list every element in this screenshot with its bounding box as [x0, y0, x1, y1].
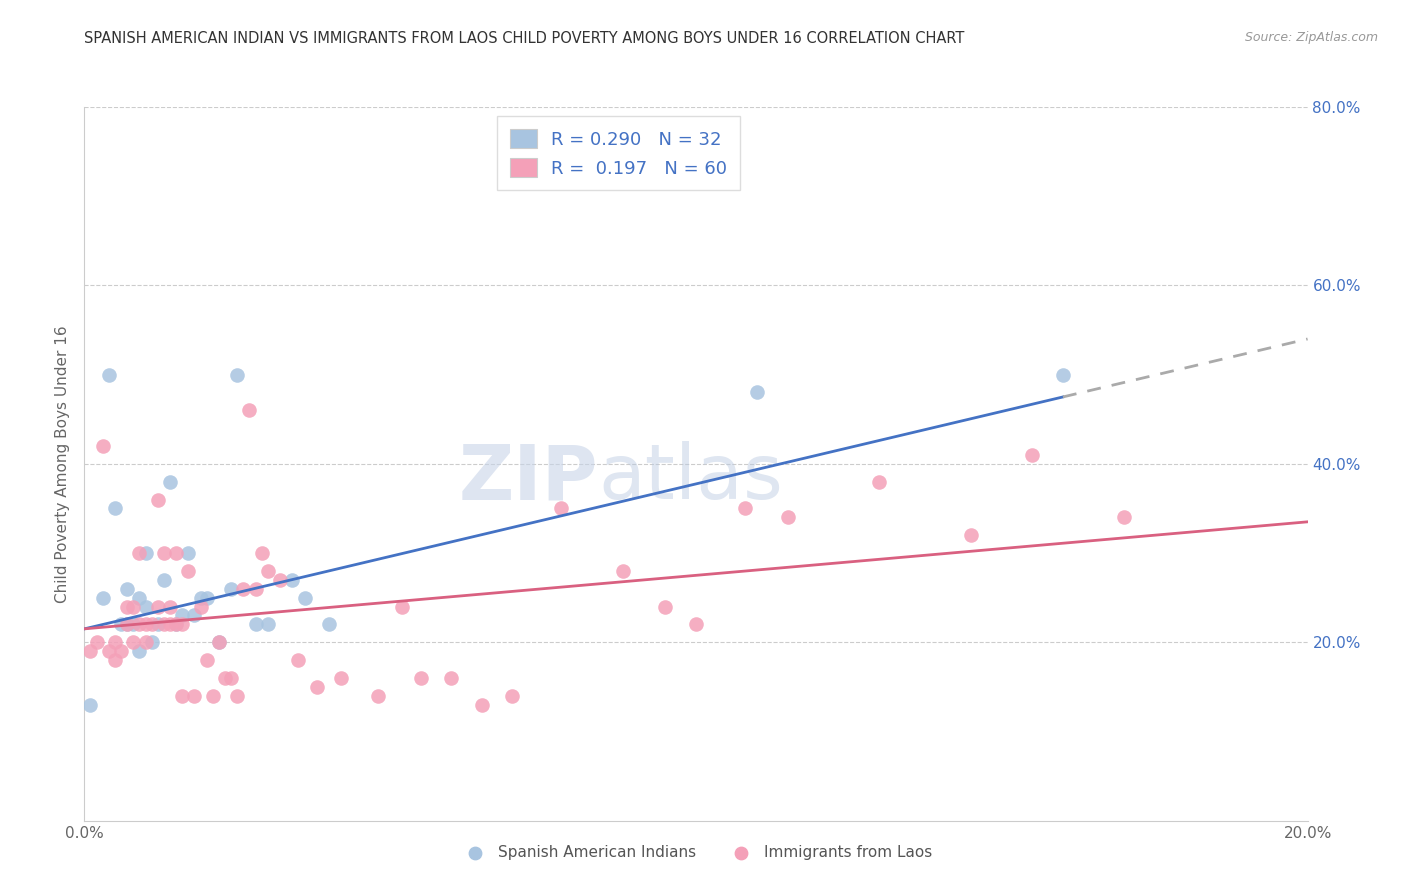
Point: [201, 689, 224, 703]
Point: [294, 591, 316, 605]
Point: [177, 564, 200, 578]
Text: SPANISH AMERICAN INDIAN VS IMMIGRANTS FROM LAOS CHILD POVERTY AMONG BOYS UNDER 1: SPANISH AMERICAN INDIAN VS IMMIGRANTS FR…: [84, 31, 965, 46]
Point: [128, 591, 150, 605]
Point: [159, 475, 181, 489]
Point: [1052, 368, 1074, 382]
Point: [159, 617, 181, 632]
Point: [141, 617, 163, 632]
Point: [208, 635, 231, 649]
Point: [122, 635, 145, 649]
Point: [685, 617, 707, 632]
Point: [440, 671, 463, 685]
Point: [172, 689, 194, 703]
Point: [135, 617, 157, 632]
Point: [550, 501, 572, 516]
Point: [97, 644, 120, 658]
Point: [183, 689, 205, 703]
Point: [115, 617, 138, 632]
Point: [190, 599, 212, 614]
Point: [245, 617, 267, 632]
Point: [409, 671, 432, 685]
Point: [612, 564, 634, 578]
Point: [146, 599, 169, 614]
Point: [79, 698, 101, 712]
Point: [195, 653, 218, 667]
Point: [110, 617, 132, 632]
Point: [195, 591, 218, 605]
Point: [502, 689, 524, 703]
Point: [79, 644, 101, 658]
Point: [219, 671, 242, 685]
Point: [226, 368, 249, 382]
Point: [141, 635, 163, 649]
Point: [214, 671, 236, 685]
Point: [128, 617, 150, 632]
Point: [122, 617, 145, 632]
Point: [776, 510, 799, 524]
Point: [238, 403, 260, 417]
Point: [104, 653, 127, 667]
Point: [281, 573, 304, 587]
Point: [165, 546, 187, 560]
Point: [330, 671, 353, 685]
Point: [110, 644, 132, 658]
Point: [115, 582, 138, 596]
Point: [135, 599, 157, 614]
Point: [734, 501, 756, 516]
Point: [318, 617, 340, 632]
Point: [91, 591, 114, 605]
Point: [115, 617, 138, 632]
Point: [232, 582, 254, 596]
Point: [1021, 448, 1043, 462]
Point: [190, 591, 212, 605]
Point: [226, 689, 249, 703]
Point: [97, 368, 120, 382]
Point: [471, 698, 494, 712]
Text: Source: ZipAtlas.com: Source: ZipAtlas.com: [1244, 31, 1378, 45]
Point: [305, 680, 328, 694]
Point: [287, 653, 309, 667]
Point: [257, 564, 280, 578]
Point: [960, 528, 983, 542]
Point: [165, 617, 187, 632]
Point: [172, 617, 194, 632]
Point: [146, 617, 169, 632]
Y-axis label: Child Poverty Among Boys Under 16: Child Poverty Among Boys Under 16: [55, 325, 70, 603]
Point: [146, 492, 169, 507]
Point: [104, 635, 127, 649]
Point: [128, 644, 150, 658]
Point: [91, 439, 114, 453]
Point: [177, 546, 200, 560]
Point: [245, 582, 267, 596]
Point: [153, 546, 176, 560]
Point: [165, 617, 187, 632]
Point: [122, 599, 145, 614]
Point: [269, 573, 291, 587]
Text: ZIP: ZIP: [458, 442, 598, 515]
Point: [115, 599, 138, 614]
Point: [747, 385, 769, 400]
Point: [153, 617, 176, 632]
Point: [654, 599, 676, 614]
Point: [208, 635, 231, 649]
Point: [153, 573, 176, 587]
Point: [1114, 510, 1136, 524]
Point: [391, 599, 413, 614]
Text: atlas: atlas: [598, 442, 783, 515]
Point: [172, 608, 194, 623]
Point: [104, 501, 127, 516]
Point: [869, 475, 891, 489]
Point: [128, 546, 150, 560]
Point: [86, 635, 108, 649]
Point: [159, 599, 181, 614]
Point: [367, 689, 389, 703]
Point: [135, 546, 157, 560]
Point: [250, 546, 273, 560]
Legend: Spanish American Indians, Immigrants from Laos: Spanish American Indians, Immigrants fro…: [453, 839, 939, 866]
Point: [257, 617, 280, 632]
Point: [135, 635, 157, 649]
Point: [219, 582, 242, 596]
Point: [183, 608, 205, 623]
